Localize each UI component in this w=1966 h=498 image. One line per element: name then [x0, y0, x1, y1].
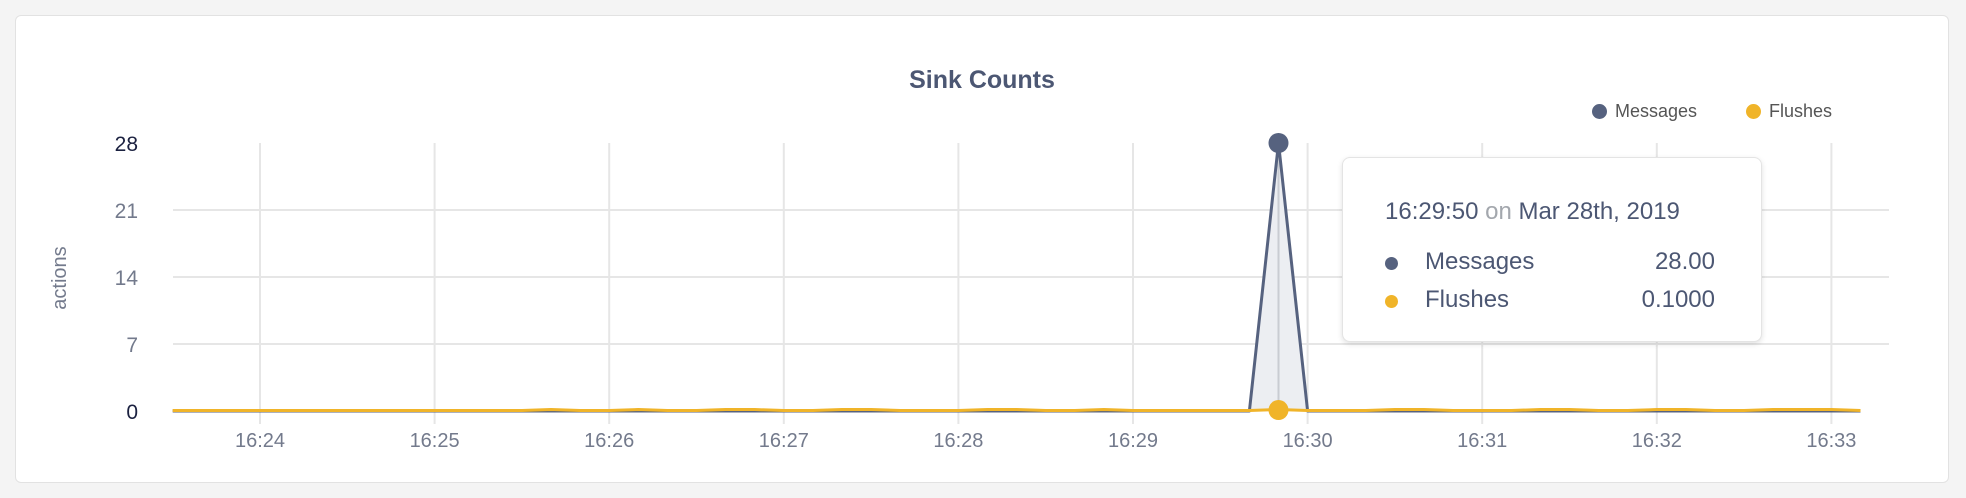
tooltip-row-flushes: Flushes 0.1000 — [1385, 286, 1715, 316]
y-tick-label: 14 — [115, 267, 139, 290]
legend-item-flushes[interactable]: Flushes — [1746, 101, 1832, 122]
tooltip-label: Flushes — [1425, 286, 1510, 313]
legend-label: Messages — [1615, 101, 1698, 121]
tooltip-row-messages: Messages 28.00 — [1385, 248, 1715, 278]
tooltip-date: Mar 28th, 2019 — [1518, 198, 1680, 225]
x-tick-label: 16:24 — [235, 430, 285, 452]
legend-dot-icon — [1592, 104, 1607, 119]
tooltip-label: Messages — [1425, 248, 1535, 275]
flushes-line — [172, 408, 1861, 412]
messages-hover-point — [1268, 133, 1289, 153]
chart-tooltip: 16:29:50 on Mar 28th, 2019 Messages 28.0… — [1342, 157, 1762, 342]
x-tick-label: 16:33 — [1806, 430, 1856, 452]
legend-label: Flushes — [1769, 101, 1833, 121]
tooltip-value: 28.00 — [1654, 248, 1715, 275]
legend-dot-icon — [1746, 104, 1761, 119]
x-tick-label: 16:29 — [1108, 430, 1158, 452]
tooltip-time: 16:29:50 — [1385, 198, 1479, 225]
x-tick-label: 16:31 — [1457, 430, 1507, 452]
x-tick-label: 16:27 — [759, 430, 809, 452]
x-tick-label: 16:25 — [410, 430, 460, 452]
y-tick-label: 28 — [115, 133, 138, 156]
tooltip-value: 0.1000 — [1641, 286, 1715, 313]
x-tick-label: 16:32 — [1632, 430, 1682, 452]
x-tick-label: 16:26 — [584, 430, 634, 452]
series-dot-icon — [1385, 295, 1398, 308]
y-tick-label: 0 — [126, 401, 138, 424]
y-axis-label: actions — [49, 246, 71, 309]
legend-item-messages[interactable]: Messages — [1592, 101, 1697, 122]
tooltip-header: 16:29:50 on Mar 28th, 2019 — [1385, 198, 1680, 226]
flushes-hover-point — [1268, 400, 1289, 421]
series-dot-icon — [1385, 257, 1398, 270]
chart-title: Sink Counts — [909, 66, 1055, 94]
tooltip-on: on — [1485, 198, 1512, 225]
y-tick-label: 7 — [126, 334, 138, 357]
x-tick-label: 16:28 — [933, 430, 983, 452]
y-tick-label: 21 — [115, 200, 138, 223]
x-tick-label: 16:30 — [1283, 430, 1333, 452]
